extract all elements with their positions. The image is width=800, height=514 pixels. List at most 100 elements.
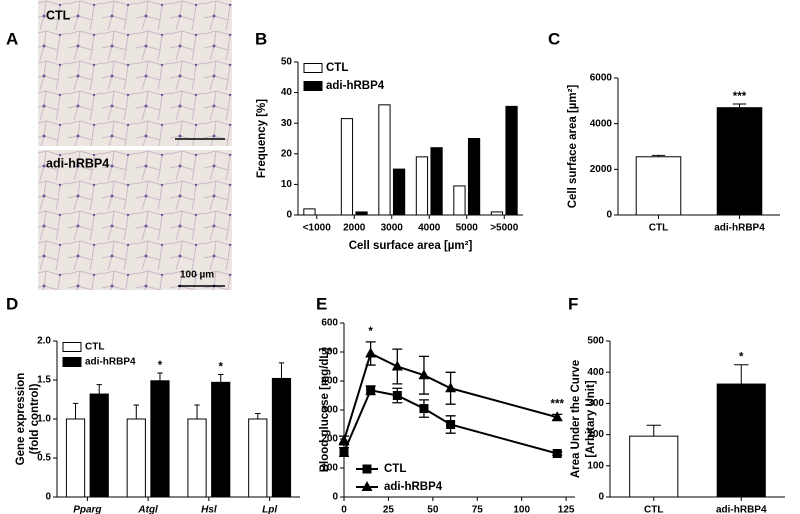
y-tick-label: 0: [45, 492, 51, 503]
y-tick-label: 10: [281, 179, 293, 190]
significance: *: [368, 326, 373, 338]
x-tick-label: CTL: [644, 505, 663, 514]
marker: [419, 404, 429, 414]
bar: [340, 118, 354, 216]
x-tick-label: 75: [472, 505, 484, 514]
error-bar: [217, 374, 224, 383]
significance: ***: [733, 91, 747, 103]
significance: *: [739, 352, 744, 364]
y-tick-label: 50: [281, 57, 293, 68]
x-tick-label: 100: [513, 505, 530, 514]
y-tick-label: 0: [286, 210, 292, 221]
bar: [716, 107, 763, 216]
x-tick-label: 2000: [343, 223, 366, 234]
marker: [391, 360, 403, 371]
marker: [365, 347, 377, 358]
error-bar: [157, 372, 163, 381]
x-tick-label: Hsl: [201, 505, 217, 514]
marker: [446, 420, 456, 429]
marker: [552, 449, 562, 458]
panel-label: E: [316, 294, 327, 313]
line: [343, 352, 558, 441]
y-axis-label: Gene expression: [15, 373, 27, 466]
x-tick-label: 0: [341, 505, 347, 514]
image-label: adi-hRBP4: [46, 156, 109, 170]
error-bar: [255, 413, 261, 419]
y-tick-label: 1.0: [37, 414, 51, 425]
y-axis-label: (fold control): [29, 383, 41, 454]
marker: [338, 434, 350, 445]
bar: [65, 418, 86, 498]
y-tick-label: 200: [321, 434, 338, 445]
error-bar: [133, 404, 140, 419]
y-tick-label: 2000: [590, 164, 613, 175]
error-bar: [96, 384, 102, 395]
bar: [211, 381, 231, 498]
marker: [339, 447, 349, 457]
y-tick-label: 300: [587, 398, 604, 409]
marker: [551, 411, 563, 422]
histology-image: [38, 150, 232, 290]
image-label: CTL: [46, 8, 71, 22]
legend-swatch: [303, 81, 323, 91]
histology-image: [38, 0, 232, 146]
x-tick-label: >5000: [490, 223, 519, 234]
x-tick-label: adi-hRBP4: [714, 223, 765, 234]
bar: [303, 208, 316, 216]
x-tick-label: Atgl: [137, 505, 158, 514]
panel-label: B: [255, 29, 267, 48]
y-tick-label: 200: [587, 429, 604, 440]
marker: [362, 464, 372, 474]
bar: [187, 418, 207, 498]
bar: [248, 418, 268, 498]
y-tick-label: 4000: [590, 118, 613, 129]
x-tick-label: CTL: [649, 223, 668, 234]
x-tick-label: 5000: [456, 223, 479, 234]
y-axis-label: Frequency [%]: [256, 99, 268, 178]
y-axis-label: Area Under the Curve: [570, 360, 582, 478]
error-bar: [732, 103, 747, 108]
y-axis-label: Blood glucose [mg/dL]: [319, 348, 331, 473]
error-bar: [72, 402, 79, 419]
y-tick-label: 2.0: [37, 336, 51, 347]
bar: [467, 138, 481, 216]
marker: [418, 369, 430, 380]
panel-label: F: [568, 294, 578, 313]
y-axis-label: [Arbitary Unit]: [585, 380, 597, 457]
y-tick-label: 400: [321, 376, 338, 387]
y-tick-label: 0: [332, 492, 338, 503]
x-tick-label: adi-hRBP4: [716, 505, 767, 514]
error-bar: [651, 154, 666, 157]
legend-label: adi-hRBP4: [384, 481, 443, 493]
significance: *: [158, 360, 163, 372]
line: [343, 389, 558, 455]
marker: [392, 391, 402, 400]
legend-label: CTL: [384, 463, 406, 475]
y-axis-label: Cell surface area [µm²]: [567, 85, 579, 209]
legend-swatch: [62, 357, 82, 367]
bar: [150, 380, 170, 498]
y-tick-label: 600: [321, 318, 338, 329]
bar: [505, 105, 518, 216]
error-bar: [278, 362, 285, 379]
significance: ***: [551, 398, 565, 410]
y-tick-label: 500: [587, 336, 604, 347]
x-tick-label: 3000: [381, 223, 404, 234]
y-tick-label: 500: [321, 347, 338, 358]
marker: [445, 382, 457, 393]
panel-label: C: [548, 29, 560, 48]
bar: [392, 168, 406, 216]
error-bar: [646, 424, 661, 437]
legend-swatch: [62, 342, 82, 352]
x-tick-label: Lpl: [262, 505, 277, 514]
x-tick-label: 4000: [418, 223, 441, 234]
y-tick-label: 40: [281, 87, 293, 98]
y-tick-label: 6000: [590, 73, 613, 84]
x-tick-label: <1000: [303, 223, 332, 234]
legend-swatch: [303, 63, 323, 73]
legend-label: CTL: [326, 62, 348, 74]
y-tick-label: 1.5: [37, 375, 51, 386]
x-tick-label: 25: [383, 505, 395, 514]
y-tick-label: 0: [606, 210, 612, 221]
bar: [378, 104, 391, 216]
